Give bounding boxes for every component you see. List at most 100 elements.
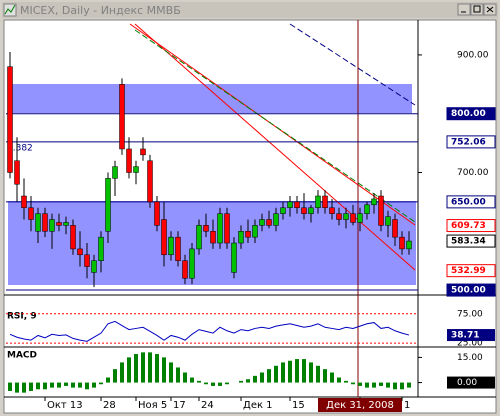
macd-bar (148, 352, 152, 383)
candle-body (406, 240, 412, 250)
price-tag (446, 283, 496, 297)
price-tag (446, 264, 496, 278)
candle-body (28, 207, 34, 220)
price-tag-label: 532.99 (451, 266, 486, 276)
macd-bar (288, 360, 292, 383)
macd-bar (225, 382, 229, 385)
candle-body (287, 201, 293, 209)
minimize-button[interactable] (457, 3, 471, 16)
window-buttons (457, 3, 497, 16)
macd-bar (260, 372, 264, 383)
x-tick-label: Дек 1 (243, 400, 273, 411)
macd-bar (281, 362, 285, 383)
candle-body (140, 148, 146, 156)
candle-body (70, 225, 76, 250)
candle-body (308, 207, 314, 214)
candle-body (224, 213, 230, 244)
macd-bar (407, 382, 411, 388)
candle-body (273, 213, 279, 226)
macd-bar (169, 362, 173, 383)
candle-body (364, 204, 370, 214)
maximize-glyph (473, 5, 481, 13)
x-tick-label: 28 (103, 400, 116, 411)
zero-tag (447, 376, 495, 389)
macd-bar (57, 382, 61, 388)
price-tag (446, 135, 496, 149)
candle-body (161, 219, 167, 256)
macd-bar (358, 382, 362, 386)
macd-bar (127, 357, 131, 383)
macd-bar (253, 375, 257, 383)
candle-body (196, 225, 202, 250)
macd-bar (295, 359, 299, 383)
macd-bar (197, 380, 201, 383)
macd-bar (15, 382, 19, 393)
candle-body (91, 260, 97, 273)
macd-bar (43, 382, 47, 390)
x-tick-label: Ноя 5 (138, 400, 167, 411)
candle-body (329, 207, 335, 214)
candle-body (7, 66, 13, 173)
y-tick-label: 0.00 (457, 378, 477, 388)
macd-bar (365, 382, 369, 388)
macd-bar (400, 382, 404, 390)
candle-body (119, 84, 125, 150)
macd-bar (302, 359, 306, 383)
macd-bar (211, 382, 215, 386)
price-tag (446, 107, 496, 121)
price-tag (446, 195, 496, 209)
rsi-tag (447, 329, 495, 342)
candle-body (21, 195, 27, 209)
macd-bar (239, 380, 243, 383)
macd-bar (113, 369, 117, 383)
macd-bar (337, 377, 341, 383)
price-tag (446, 234, 496, 248)
candle-body (238, 231, 244, 244)
macd-bar (134, 354, 138, 383)
macd-bar (351, 382, 355, 385)
candle-body (63, 222, 69, 226)
macd-bar (316, 365, 320, 383)
y-tick-label: 25.00 (457, 339, 483, 349)
macd-bar (344, 380, 348, 383)
candle-body (49, 219, 55, 232)
macd-bar (155, 354, 159, 383)
price-tag-label: 583.34 (451, 237, 486, 247)
maximize-button[interactable] (470, 3, 484, 16)
macd-bar (274, 365, 278, 383)
candle-body (343, 213, 349, 220)
candle-body (112, 166, 118, 179)
macd-bar (162, 357, 166, 383)
macd-bar (29, 382, 33, 391)
candle-body (168, 236, 174, 256)
candle-body (294, 201, 300, 209)
macd-bar (176, 367, 180, 383)
candle-body (357, 213, 363, 223)
macd-bar (246, 379, 250, 383)
window-icon-line (4, 4, 16, 15)
trend-line (134, 29, 416, 223)
x-tick-label: 24 (201, 400, 214, 411)
macd-bar (106, 377, 110, 383)
macd-bar (330, 372, 334, 383)
rsi-tag-label: 38.71 (451, 331, 479, 341)
macd-bar (50, 382, 54, 388)
price-tag-label: 609.73 (451, 221, 486, 231)
candle-body (98, 236, 104, 261)
x-tick-label: 17 (173, 400, 186, 411)
price-zone (12, 84, 412, 113)
window-icon (3, 3, 17, 17)
candle-body (245, 231, 251, 238)
candle-body (371, 198, 377, 206)
macd-bar (71, 382, 75, 388)
candle-body (189, 248, 195, 279)
x-tick-label: Окт 13 (47, 400, 83, 411)
candle-body (231, 242, 237, 273)
x-tick-label: Дек 31, 2008 (326, 400, 394, 411)
panel-label: RSI, 9 (7, 312, 37, 322)
candle-body (182, 260, 188, 279)
macd-bar (372, 382, 376, 388)
candle-body (42, 213, 48, 232)
candle-body (210, 231, 216, 244)
rsi-line (9, 320, 410, 342)
